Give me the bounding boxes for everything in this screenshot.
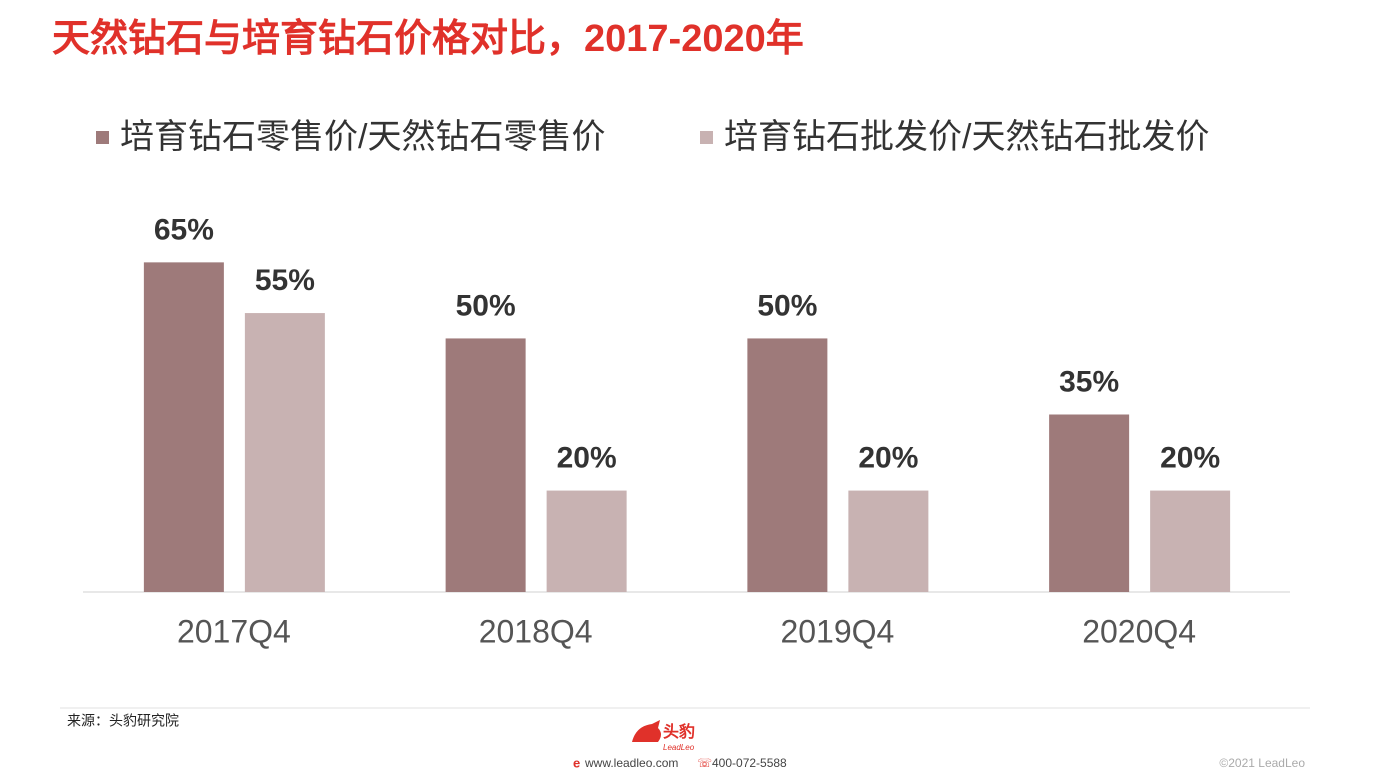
bar (747, 338, 828, 592)
logo-sub: LeadLeo (663, 743, 695, 752)
phone-icon: ☏ (697, 756, 712, 770)
logo-icon (632, 720, 661, 742)
bar (546, 490, 627, 592)
x-tick-label: 2020Q4 (1082, 613, 1196, 649)
value-label: 20% (557, 441, 617, 474)
value-label: 55% (255, 264, 315, 297)
x-tick-label: 2019Q4 (780, 613, 894, 649)
value-label: 20% (858, 441, 918, 474)
source: 来源：头豹研究院 (67, 713, 179, 729)
copyright: ©2021 LeadLeo (1219, 756, 1305, 770)
legend-swatch (700, 131, 713, 144)
value-label: 20% (1160, 441, 1220, 474)
legend-label: 培育钻石批发价/天然钻石批发价 (724, 118, 1209, 156)
website: www.leadleo.com (584, 756, 678, 770)
bar (445, 338, 526, 592)
bar (244, 313, 325, 592)
value-label: 50% (757, 289, 817, 322)
web-icon: e (573, 755, 580, 770)
bar (1049, 414, 1130, 592)
legend-swatch (96, 131, 109, 144)
value-label: 35% (1059, 365, 1119, 398)
legend-label: 培育钻石零售价/天然钻石零售价 (120, 118, 605, 156)
logo: 头豹 (663, 722, 695, 741)
bar (848, 490, 929, 592)
bar (1150, 490, 1231, 592)
chart-title: 天然钻石与培育钻石价格对比，2017-2020年 (52, 18, 804, 60)
value-label: 50% (456, 289, 516, 322)
x-tick-label: 2018Q4 (479, 613, 593, 649)
bar (143, 262, 224, 592)
value-label: 65% (154, 213, 214, 246)
phone: 400-072-5588 (712, 756, 787, 770)
x-tick-label: 2017Q4 (177, 613, 291, 649)
